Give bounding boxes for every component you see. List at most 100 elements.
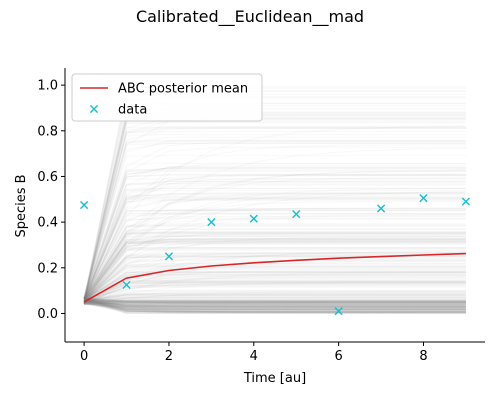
posterior-sample-line — [84, 303, 466, 311]
posterior-sample-line — [84, 298, 466, 302]
posterior-sample-line — [83, 260, 466, 304]
posterior-sample-line — [83, 281, 466, 301]
posterior-sample-line — [83, 197, 466, 304]
posterior-sample-line — [83, 213, 466, 303]
posterior-sample-line — [83, 198, 466, 304]
posterior-sample-line — [83, 208, 466, 301]
posterior-sample-line — [83, 264, 466, 303]
posterior-sample-line — [83, 241, 466, 298]
posterior-sample-line — [83, 271, 466, 302]
posterior-sample-line — [83, 303, 466, 313]
posterior-sample-line — [83, 272, 466, 304]
posterior-sample-line — [83, 228, 466, 301]
posterior-sample-line — [84, 301, 466, 306]
posterior-sample-line — [84, 290, 466, 305]
posterior-sample-line — [83, 147, 466, 301]
posterior-sample-line — [83, 297, 466, 312]
posterior-sample-line — [83, 232, 466, 303]
posterior-sample-line — [83, 247, 466, 301]
posterior-sample-line — [83, 298, 466, 314]
posterior-sample-line — [83, 178, 466, 299]
posterior-sample-line — [83, 188, 466, 305]
posterior-sample-line — [84, 300, 466, 304]
posterior-sample-line — [84, 297, 466, 302]
posterior-sample-line — [83, 237, 466, 301]
posterior-sample-line — [84, 299, 466, 305]
data-point-stroke — [461, 197, 471, 206]
posterior-sample-line — [83, 293, 466, 304]
posterior-sample-line — [83, 208, 466, 305]
posterior-sample-line — [83, 251, 466, 302]
posterior-sample-line — [83, 300, 466, 310]
posterior-sample-line — [84, 301, 466, 308]
posterior-sample-line — [84, 300, 466, 306]
posterior-sample-line — [84, 299, 466, 305]
posterior-sample-line — [83, 298, 466, 311]
posterior-sample-line — [83, 274, 466, 304]
posterior-sample-line — [83, 167, 466, 299]
posterior-sample-line — [84, 295, 466, 300]
posterior-sample-line — [84, 297, 466, 303]
posterior-sample-line — [83, 241, 466, 301]
posterior-sample-line — [83, 256, 466, 299]
posterior-sample-line — [83, 207, 466, 302]
posterior-sample-line — [83, 236, 466, 302]
posterior-sample-line — [83, 176, 466, 298]
posterior-sample-line — [83, 163, 466, 305]
posterior-sample-line — [83, 267, 466, 299]
posterior-sample-line — [83, 196, 466, 300]
data-point-stroke — [249, 214, 258, 223]
posterior-sample-line — [83, 280, 466, 305]
posterior-sample-line — [83, 238, 466, 301]
posterior-sample-line — [84, 299, 466, 305]
posterior-sample-line — [84, 297, 466, 305]
y-tick-label: 1.0 — [37, 79, 58, 94]
posterior-sample-line — [83, 293, 466, 303]
posterior-sample-line — [84, 299, 466, 306]
posterior-sample-line — [84, 300, 466, 307]
posterior-sample-line — [84, 298, 466, 301]
posterior-sample-line — [83, 300, 466, 310]
posterior-sample-line — [83, 299, 466, 313]
posterior-sample-line — [84, 298, 466, 303]
posterior-sample-line — [84, 297, 466, 305]
posterior-sample-line — [83, 191, 466, 305]
posterior-sample-line — [83, 298, 466, 310]
posterior-sample-line — [83, 125, 466, 300]
posterior-sample-line — [83, 262, 466, 302]
posterior-sample-line — [84, 301, 466, 303]
posterior-sample-line — [83, 208, 466, 301]
posterior-sample-line — [83, 249, 466, 301]
posterior-sample-line — [83, 290, 466, 304]
posterior-sample-line — [83, 126, 466, 300]
posterior-sample-line — [84, 299, 466, 307]
posterior-sample-line — [83, 233, 466, 303]
legend-box — [71, 73, 263, 122]
posterior-sample-line — [83, 139, 466, 303]
posterior-sample-line — [83, 275, 466, 302]
posterior-sample-line — [83, 299, 466, 313]
posterior-sample-line — [83, 300, 466, 310]
posterior-sample-line — [84, 302, 466, 308]
posterior-sample-line — [83, 298, 466, 308]
posterior-sample-line — [83, 239, 466, 302]
posterior-sample-line — [84, 300, 466, 305]
data-point — [122, 280, 131, 290]
posterior-sample-line — [84, 295, 466, 302]
posterior-sample-line — [83, 298, 466, 313]
posterior-sample-line — [84, 298, 466, 303]
posterior-sample-line — [84, 298, 466, 303]
posterior-sample-line — [84, 299, 466, 304]
posterior-sample-line — [84, 301, 466, 306]
posterior-sample-line — [83, 238, 466, 304]
posterior-sample-line — [84, 298, 466, 308]
posterior-sample-line — [83, 297, 466, 311]
y-tick-label: 0.4 — [37, 216, 58, 231]
posterior-sample-line — [84, 302, 466, 313]
posterior-sample-line — [83, 197, 466, 303]
posterior-sample-line — [84, 301, 466, 309]
posterior-sample-line — [83, 273, 466, 300]
posterior-sample-line — [83, 297, 466, 314]
data-point — [334, 307, 343, 316]
posterior-sample-line — [83, 134, 466, 302]
